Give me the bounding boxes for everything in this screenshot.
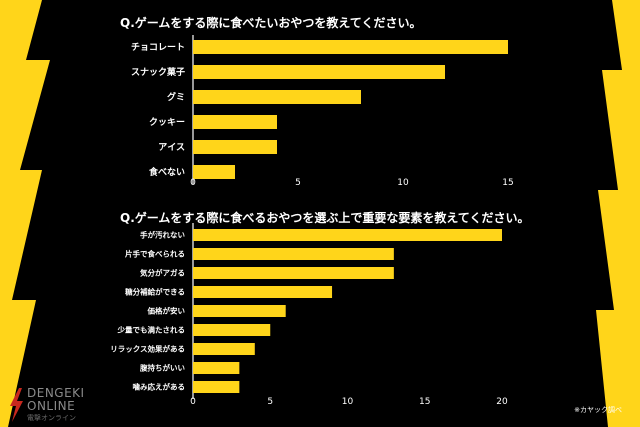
bar — [193, 286, 333, 298]
bar — [193, 381, 240, 393]
category-label: 食べない — [148, 166, 185, 178]
x-tick-label: 10 — [342, 397, 354, 407]
chart-1-title: Q.ゲームをする際に食べたいおやつを教えてください。 — [120, 16, 422, 30]
chart-2: 手が汚れない片手で食べられる気分がアガる糖分補給ができる価格が安い少量でも満たさ… — [110, 223, 508, 407]
lightning-icon — [10, 388, 23, 422]
bar — [193, 229, 502, 241]
right-stripes — [596, 0, 640, 427]
category-label: 片手で食べられる — [125, 249, 185, 259]
category-label: アイス — [158, 142, 185, 153]
bar — [193, 115, 277, 129]
category-label: 腹持ちがいい — [139, 363, 185, 373]
x-tick-label: 15 — [419, 397, 430, 407]
bar — [193, 324, 271, 336]
category-label: 糖分補給ができる — [125, 287, 185, 297]
category-label: リラックス効果がある — [110, 344, 185, 354]
bar — [193, 40, 508, 54]
bar — [193, 165, 235, 179]
category-label: 少量でも満たされる — [117, 325, 186, 335]
category-label: 噛み応えがある — [133, 382, 186, 392]
bar — [193, 248, 394, 260]
bar — [193, 343, 255, 355]
bar — [193, 267, 394, 279]
category-label: スナック菓子 — [131, 66, 185, 78]
category-label: 価格が安い — [147, 306, 186, 316]
x-tick-label: 5 — [267, 397, 273, 407]
logo-sub: 電撃オンライン — [27, 414, 76, 422]
x-tick-label: 5 — [295, 178, 301, 188]
x-tick-label: 20 — [496, 397, 508, 407]
bar — [193, 362, 240, 374]
bar — [193, 140, 277, 154]
logo-line-2: ONLINE — [27, 399, 76, 413]
dengeki-online-logo: DENGEKI ONLINE 電撃オンライン — [8, 387, 85, 423]
bar — [193, 90, 361, 104]
x-tick-label: 15 — [502, 178, 513, 188]
category-label: チョコレート — [131, 42, 185, 53]
chart-2-title: Q.ゲームをする際に食べるおやつを選ぶ上で重要な要素を教えてください。 — [120, 211, 530, 225]
left-stripes — [0, 0, 50, 427]
bar — [193, 65, 445, 79]
category-label: クッキー — [149, 117, 185, 128]
logo-line-1: DENGEKI — [27, 386, 85, 400]
category-label: 手が汚れない — [140, 230, 185, 240]
source-note: ※カヤック調べ — [574, 406, 622, 414]
x-tick-label: 0 — [190, 178, 196, 188]
category-label: グミ — [167, 91, 185, 103]
x-tick-label: 0 — [190, 397, 196, 407]
category-label: 気分がアガる — [140, 268, 185, 278]
x-tick-label: 10 — [397, 178, 409, 188]
bar — [193, 305, 286, 317]
